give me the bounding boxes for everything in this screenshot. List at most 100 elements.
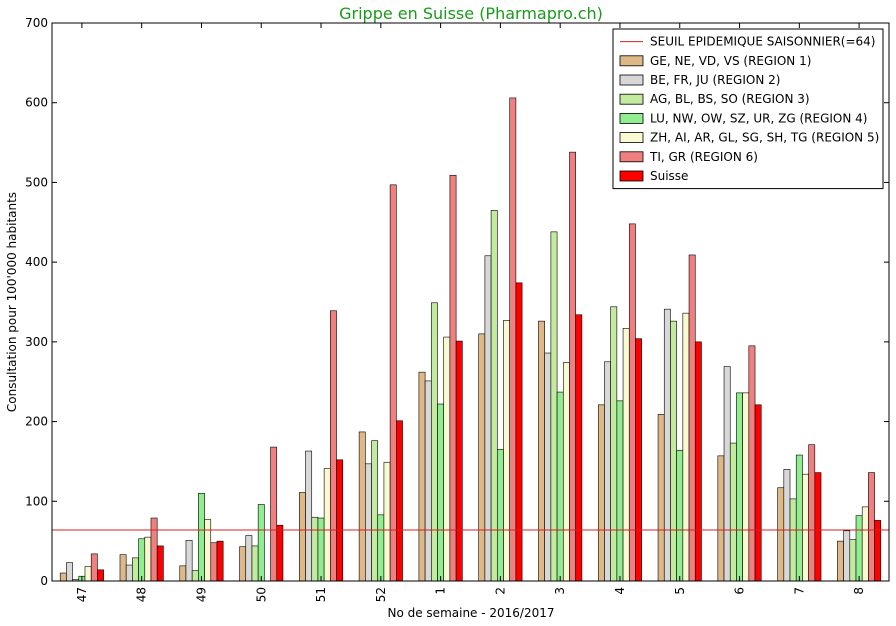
bar-1-51 [299, 492, 306, 582]
legend-label-3: AG, BL, BS, SO (REGION 3) [650, 92, 810, 106]
bar-1-50 [239, 546, 247, 582]
bar-4-4 [616, 400, 624, 582]
chart-title: Grippe en Suisse (Pharmapro.ch) [339, 4, 603, 23]
x-tick-label: 6 [733, 587, 747, 595]
bar-5-6 [742, 392, 750, 582]
bar-6-52 [389, 184, 397, 582]
bar-5-2 [503, 320, 510, 582]
bar-3-51 [311, 516, 319, 582]
bar-1-47 [59, 572, 67, 582]
bar-6-47 [90, 553, 98, 582]
bar-3-3 [550, 231, 558, 582]
bar-7-5 [694, 341, 702, 582]
legend-swatch-1 [619, 55, 644, 67]
bar-4-50 [257, 504, 265, 582]
bar-3-1 [431, 302, 438, 582]
bar-5-49 [204, 519, 212, 582]
bar-7-6 [754, 404, 762, 582]
bar-4-1 [437, 403, 445, 582]
y-tick-label: 600 [25, 96, 48, 110]
bar-6-49 [210, 542, 218, 582]
bar-1-1 [418, 371, 426, 582]
x-axis-label: No de semaine - 2016/2017 [387, 606, 554, 620]
bar-3-5 [670, 320, 677, 582]
bar-4-6 [736, 392, 743, 582]
legend-swatch-4 [619, 113, 644, 124]
bar-2-6 [723, 366, 731, 582]
bar-4-3 [556, 391, 564, 582]
x-tick-label: 52 [374, 587, 388, 602]
bar-1-5 [657, 414, 665, 582]
bar-4-49 [198, 493, 205, 582]
bar-3-8 [849, 539, 857, 582]
bar-6-2 [509, 97, 517, 582]
bar-2-49 [185, 540, 193, 582]
legend-swatch-2 [619, 74, 644, 86]
bar-5-47 [84, 566, 92, 582]
bar-7-1 [455, 340, 463, 582]
bar-7-49 [216, 540, 224, 582]
bar-4-51 [317, 517, 325, 582]
x-tick-label: 50 [254, 587, 268, 602]
y-tick-label: 700 [25, 16, 48, 30]
bar-6-1 [449, 174, 457, 582]
legend-swatch-7 [619, 170, 644, 182]
y-tick-label: 200 [25, 415, 48, 429]
bar-6-51 [330, 310, 337, 582]
x-tick-label: 8 [852, 587, 866, 595]
legend-label-4: LU, NW, OW, SZ, UR, ZG (REGION 4) [650, 111, 867, 125]
legend-label-2: BE, FR, JU (REGION 2) [650, 73, 780, 87]
bar-6-4 [628, 223, 636, 582]
bar-1-48 [119, 554, 127, 582]
bar-2-50 [245, 535, 253, 582]
bar-3-6 [729, 442, 737, 582]
bar-6-48 [150, 517, 158, 582]
bar-6-5 [688, 254, 696, 582]
x-tick-label: 49 [194, 587, 208, 602]
bar-3-52 [371, 440, 379, 582]
bar-6-8 [868, 472, 875, 582]
bar-5-8 [861, 506, 869, 582]
bar-1-2 [478, 333, 486, 582]
bar-2-47 [66, 562, 73, 582]
bar-7-48 [156, 545, 164, 582]
bar-1-8 [837, 540, 844, 582]
y-tick-label: 300 [25, 335, 48, 349]
x-tick-label: 47 [75, 587, 89, 602]
bar-7-3 [575, 314, 583, 582]
bar-3-7 [789, 498, 797, 582]
bar-2-4 [604, 361, 611, 582]
bar-2-1 [424, 380, 432, 582]
legend-swatch-3 [619, 93, 644, 105]
legend-label-5: ZH, AI, AR, GL, SG, SH, TG (REGION 5) [650, 131, 879, 145]
bar-2-8 [843, 530, 851, 582]
bar-5-1 [443, 336, 451, 582]
x-tick-label: 4 [613, 587, 627, 595]
y-axis: 0 100 200 300 400 500 600 700 [25, 16, 889, 588]
bar-5-7 [802, 473, 809, 582]
bar-5-52 [383, 461, 391, 582]
x-tick-label: 51 [314, 587, 328, 602]
y-tick-label: 0 [40, 574, 48, 588]
bar-1-4 [597, 404, 605, 582]
legend-swatch-5 [619, 132, 644, 144]
legend-label-threshold: SEUIL EPIDEMIQUE SAISONNIER(=64) [650, 35, 875, 49]
bar-2-5 [663, 308, 671, 582]
bar-3-50 [251, 545, 259, 582]
bar-1-49 [179, 565, 187, 582]
bar-6-6 [748, 345, 756, 582]
x-tick-label: 7 [792, 587, 806, 595]
bar-7-2 [515, 282, 523, 582]
x-tick-label: 2 [493, 587, 507, 595]
bar-1-3 [538, 320, 545, 582]
bar-7-52 [396, 420, 403, 582]
x-tick-label: 48 [135, 587, 149, 602]
bar-7-4 [635, 338, 642, 582]
legend-box [612, 28, 884, 190]
bar-4-7 [795, 454, 803, 582]
bar-4-5 [676, 449, 684, 582]
bar-5-4 [622, 328, 630, 582]
plot-frame [51, 22, 890, 582]
bar-5-51 [323, 468, 331, 582]
